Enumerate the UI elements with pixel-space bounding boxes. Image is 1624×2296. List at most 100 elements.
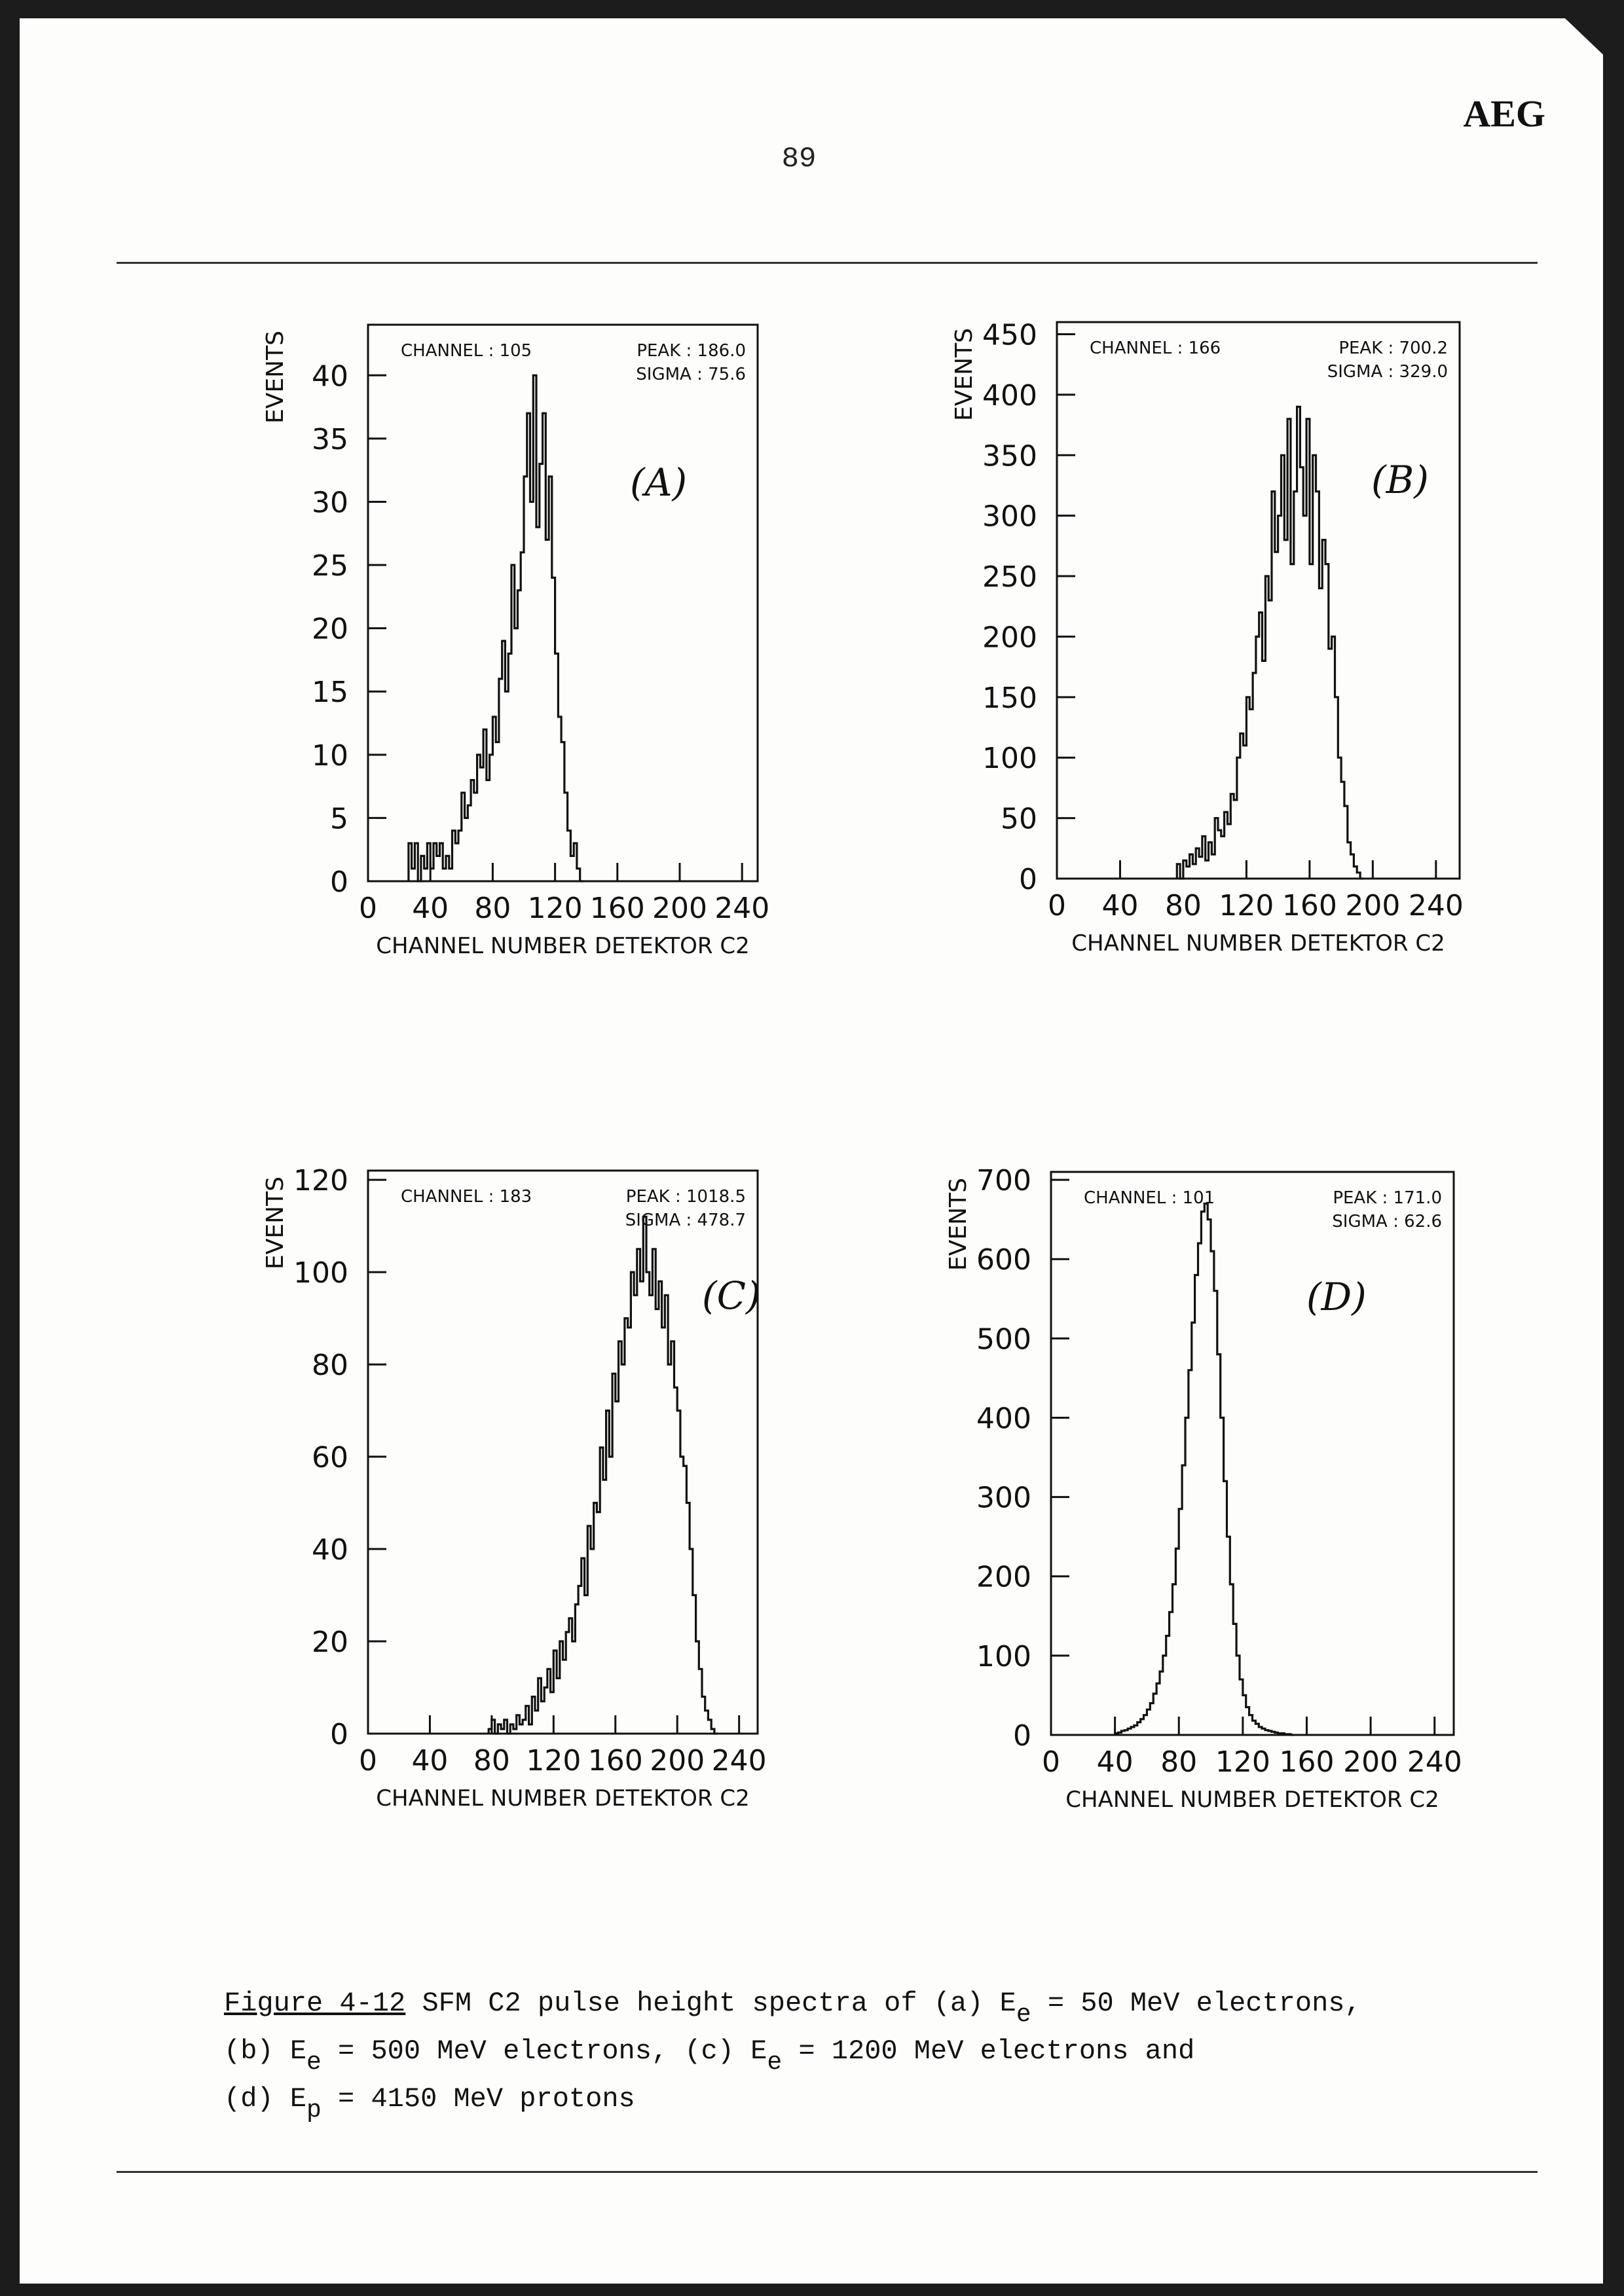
y-tick-label: 20 <box>312 1626 348 1659</box>
panel-label-a: (A) <box>630 460 688 505</box>
x-tick-label: 0 <box>359 1744 377 1777</box>
y-tick-label: 40 <box>312 359 348 393</box>
x-tick-label: 200 <box>652 892 707 925</box>
peak-readout: PEAK : 186.0 <box>637 341 746 361</box>
peak-readout: PEAK : 171.0 <box>1333 1188 1442 1208</box>
x-tick-label: 0 <box>1048 889 1066 922</box>
y-tick-label: 0 <box>330 1718 348 1751</box>
x-tick-label: 160 <box>1282 889 1337 922</box>
x-axis-label: CHANNEL NUMBER DETEKTOR C2 <box>1065 1787 1439 1813</box>
y-tick-label: 100 <box>982 742 1037 775</box>
sigma-readout: SIGMA : 62.6 <box>1332 1212 1442 1231</box>
x-tick-label: 120 <box>526 1744 581 1777</box>
y-axis-label: EVENTS <box>945 1178 972 1271</box>
y-tick-label: 80 <box>312 1349 348 1382</box>
y-tick-label: 400 <box>976 1402 1031 1435</box>
chart-panel-c: 0 20 40 60 80 100 120 0 40 80 120 160 200 240 CHANNEL … <box>262 1152 767 1846</box>
header-rule <box>117 262 1538 264</box>
histogram-series <box>1175 405 1363 880</box>
y-tick-label: 200 <box>982 621 1037 654</box>
x-tick-label: 80 <box>1165 889 1202 922</box>
peak-readout: PEAK : 1018.5 <box>626 1187 746 1207</box>
chart-panel-d: 0 100 200 300 400 500 600 700 0 40 80 120 160 200 240 C… <box>945 1154 1464 1848</box>
y-tick-label: 300 <box>976 1482 1031 1515</box>
y-tick-label: 300 <box>982 500 1037 534</box>
y-tick-label: 50 <box>1001 803 1037 836</box>
y-tick-label: 20 <box>312 613 348 646</box>
figure-caption: Figure 4-12 SFM C2 pulse height spectra … <box>224 1980 1468 2123</box>
histogram-series <box>487 1215 718 1735</box>
x-tick-label: 40 <box>412 892 449 925</box>
x-tick-label: 40 <box>1101 889 1138 922</box>
figure-label: Figure 4-12 <box>224 1988 406 2019</box>
y-tick-label: 200 <box>976 1561 1031 1594</box>
caption-line-1: Figure 4-12 SFM C2 pulse height spectra … <box>224 1988 1361 2029</box>
plot-frame <box>367 323 759 883</box>
histogram-series <box>1114 1202 1294 1736</box>
y-tick-label: 120 <box>293 1164 348 1197</box>
y-axis-label: EVENTS <box>262 1176 289 1269</box>
y-tick-label: 700 <box>976 1164 1031 1197</box>
y-tick-label: 600 <box>976 1243 1031 1277</box>
page-number: 89 <box>781 143 817 175</box>
channel-readout: CHANNEL : 166 <box>1090 338 1221 358</box>
x-tick-label: 160 <box>588 1744 643 1777</box>
y-axis-label: EVENTS <box>262 331 289 424</box>
y-tick-label: 0 <box>330 866 348 899</box>
x-tick-label: 80 <box>474 892 511 925</box>
x-tick-label: 0 <box>359 892 377 925</box>
x-tick-label: 240 <box>714 892 769 925</box>
sigma-readout: SIGMA : 329.0 <box>1327 362 1448 382</box>
x-tick-label: 120 <box>1219 889 1274 922</box>
y-tick-label: 100 <box>976 1640 1031 1673</box>
y-tick-label: 450 <box>982 318 1037 352</box>
y-tick-label: 0 <box>1013 1719 1031 1753</box>
x-tick-label: 80 <box>473 1744 510 1777</box>
footer-rule <box>117 2171 1538 2173</box>
histogram-d: 0 100 200 300 400 500 600 700 0 40 80 120 160 200 240 C… <box>945 1164 1462 1813</box>
y-tick-label: 15 <box>312 676 348 709</box>
x-axis-label: CHANNEL NUMBER DETEKTOR C2 <box>376 933 749 959</box>
y-tick-label: 25 <box>312 549 348 583</box>
caption-line-2: (b) Ee = 500 MeV electrons, (c) Ee = 120… <box>224 2035 1195 2077</box>
x-tick-label: 240 <box>712 1744 767 1777</box>
y-tick-label: 0 <box>1019 863 1037 896</box>
y-axis-label: EVENTS <box>951 328 978 421</box>
y-tick-label: 40 <box>312 1533 348 1567</box>
document-page: AEG 89 0 5 10 15 20 25 30 35 40 0 40 80 120 160 200 240… <box>20 18 1603 2284</box>
panel-label-b: (B) <box>1371 458 1429 502</box>
peak-readout: PEAK : 700.2 <box>1338 338 1448 358</box>
chart-panel-b: 0 50 100 150 200 250 300 350 400 450 0 40 80 120 160 20… <box>951 304 1469 991</box>
y-tick-label: 5 <box>330 802 348 835</box>
plot-frame <box>1050 1171 1455 1736</box>
panel-label-d: (D) <box>1306 1275 1367 1319</box>
y-tick-label: 30 <box>312 486 348 519</box>
x-tick-label: 240 <box>1407 1745 1462 1779</box>
channel-readout: CHANNEL : 105 <box>401 341 532 361</box>
x-tick-label: 120 <box>528 892 583 925</box>
x-tick-label: 240 <box>1409 889 1464 922</box>
channel-readout: CHANNEL : 101 <box>1084 1188 1215 1208</box>
caption-line-3: (d) Ep = 4150 MeV protons <box>224 2083 635 2124</box>
y-tick-label: 100 <box>293 1256 348 1290</box>
x-tick-label: 0 <box>1042 1745 1060 1779</box>
y-tick-label: 500 <box>976 1322 1031 1356</box>
y-tick-label: 35 <box>312 423 348 456</box>
x-tick-label: 40 <box>1097 1745 1134 1779</box>
y-tick-label: 250 <box>982 560 1037 594</box>
plot-frame <box>1056 321 1461 880</box>
x-tick-label: 120 <box>1215 1745 1270 1779</box>
company-logo: AEG <box>1463 92 1545 135</box>
y-tick-label: 400 <box>982 379 1037 412</box>
channel-readout: CHANNEL : 183 <box>401 1187 532 1207</box>
chart-panel-a: 0 5 10 15 20 25 30 35 40 0 40 80 120 160 200 240 CHANNEL… <box>262 306 769 994</box>
y-tick-label: 10 <box>312 739 348 773</box>
histogram-series <box>407 374 583 883</box>
panel-label-c: (C) <box>702 1273 761 1318</box>
x-axis-label: CHANNEL NUMBER DETEKTOR C2 <box>1071 930 1445 957</box>
x-tick-label: 40 <box>411 1744 448 1777</box>
y-tick-label: 350 <box>982 439 1037 473</box>
y-tick-label: 150 <box>982 682 1037 715</box>
